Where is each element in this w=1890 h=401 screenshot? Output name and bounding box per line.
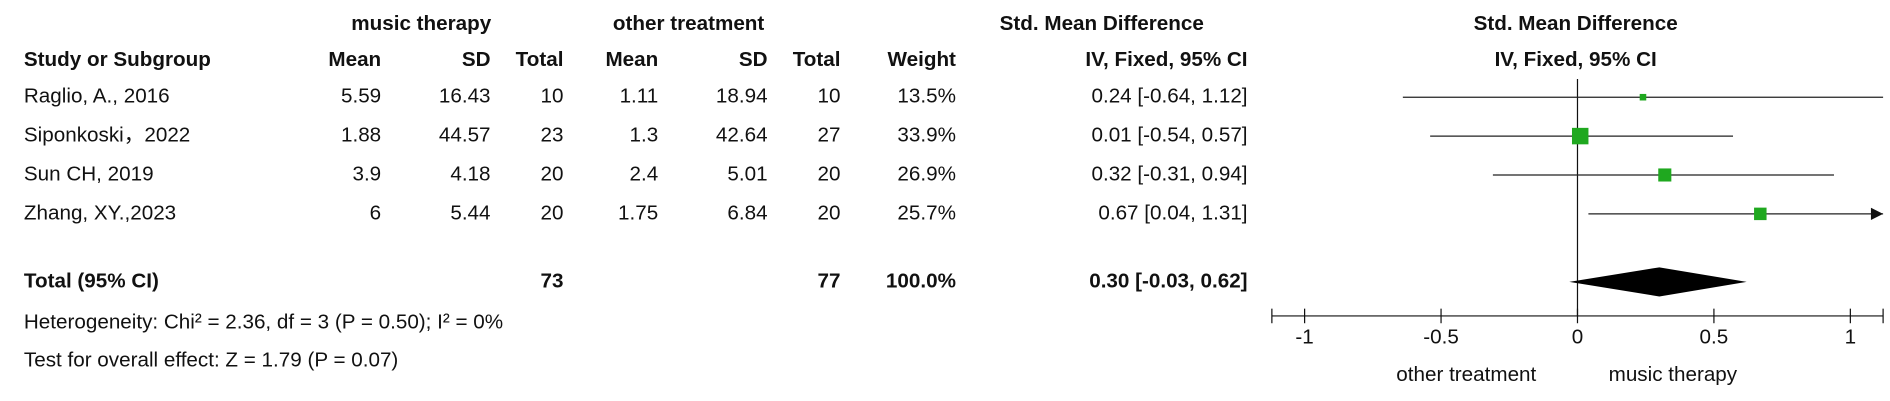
total-cell: 0.30 [-0.03, 0.62] (1089, 269, 1247, 292)
total-diamond (1569, 267, 1747, 297)
study-square (1754, 207, 1767, 221)
study-square (1571, 127, 1589, 145)
study-cell: 20 (540, 162, 563, 185)
heterogeneity: Heterogeneity: Chi² = 2.36, df = 3 (P = … (24, 311, 503, 334)
study-cell: 4.18 (450, 162, 490, 185)
effect-header: Std. Mean Difference (1000, 12, 1204, 35)
favours-left: other treatment (1396, 363, 1536, 386)
overall-effect: Test for overall effect: Z = 1.79 (P = 0… (24, 348, 398, 371)
column-header: SD (739, 48, 768, 71)
total-label: Total (95% CI) (24, 269, 159, 292)
study-cell: 1.11 (620, 85, 659, 108)
column-header: SD (462, 48, 491, 71)
total-cell: 77 (818, 269, 841, 292)
study-cell: 1.75 (618, 201, 658, 224)
study-cell: 20 (818, 201, 841, 224)
study-cell: 20 (540, 201, 563, 224)
plot-subtitle: IV, Fixed, 95% CI (1495, 48, 1657, 71)
study-cell: 42.64 (716, 124, 768, 147)
column-header: IV, Fixed, 95% CI (1085, 48, 1247, 71)
x-tick-label: -1 (1295, 325, 1313, 348)
study-cell: 44.57 (439, 124, 491, 147)
x-tick-label: -0.5 (1423, 325, 1459, 348)
study-square (1658, 168, 1672, 182)
ci-arrow (1870, 207, 1884, 220)
study-cell: 0.01 [-0.54, 0.57] (1091, 124, 1247, 147)
group-header: music therapy (351, 12, 491, 35)
favours-right: music therapy (1609, 363, 1738, 386)
study-cell: 0.32 [-0.31, 0.94] (1091, 162, 1247, 185)
total-cell: 100.0% (886, 269, 956, 292)
column-header: Weight (888, 48, 957, 71)
study-cell: 5.01 (727, 162, 767, 185)
column-header: Mean (328, 48, 381, 71)
x-tick-label: 1 (1845, 325, 1856, 348)
study-cell: 25.7% (897, 201, 956, 224)
study-cell: 0.24 [-0.64, 1.12] (1091, 85, 1247, 108)
study-cell: 0.67 [0.04, 1.31] (1098, 201, 1247, 224)
study-cell: 5.59 (341, 85, 381, 108)
study-cell: 20 (818, 162, 841, 185)
column-header: Total (516, 48, 564, 71)
study-cell: 5.44 (450, 201, 490, 224)
study-cell: 13.5% (897, 85, 956, 108)
study-name: Siponkoski，2022 (24, 124, 190, 147)
study-cell: 1.88 (341, 124, 381, 147)
x-tick-label: 0.5 (1700, 325, 1729, 348)
study-name: Sun CH, 2019 (24, 162, 154, 185)
total-cell: 73 (540, 269, 563, 292)
plot-title: Std. Mean Difference (1474, 12, 1678, 35)
study-cell: 10 (818, 85, 841, 108)
study-cell: 2.4 (630, 162, 659, 185)
study-cell: 26.9% (897, 162, 956, 185)
study-cell: 16.43 (439, 85, 491, 108)
group-header: other treatment (613, 12, 765, 35)
study-name: Zhang, XY.,2023 (24, 201, 176, 224)
x-tick-label: 0 (1572, 325, 1583, 348)
study-cell: 3.9 (352, 162, 381, 185)
study-cell: 10 (540, 85, 563, 108)
study-cell: 6 (370, 201, 381, 224)
study-square (1639, 93, 1647, 101)
study-cell: 27 (818, 124, 841, 147)
study-cell: 18.94 (716, 85, 768, 108)
study-cell: 1.3 (630, 124, 659, 147)
study-cell: 23 (540, 124, 563, 147)
column-header: Study or Subgroup (24, 48, 211, 71)
column-header: Mean (605, 48, 658, 71)
column-header: Total (793, 48, 841, 71)
study-cell: 33.9% (897, 124, 956, 147)
study-name: Raglio, A., 2016 (24, 85, 170, 108)
study-cell: 6.84 (727, 201, 767, 224)
